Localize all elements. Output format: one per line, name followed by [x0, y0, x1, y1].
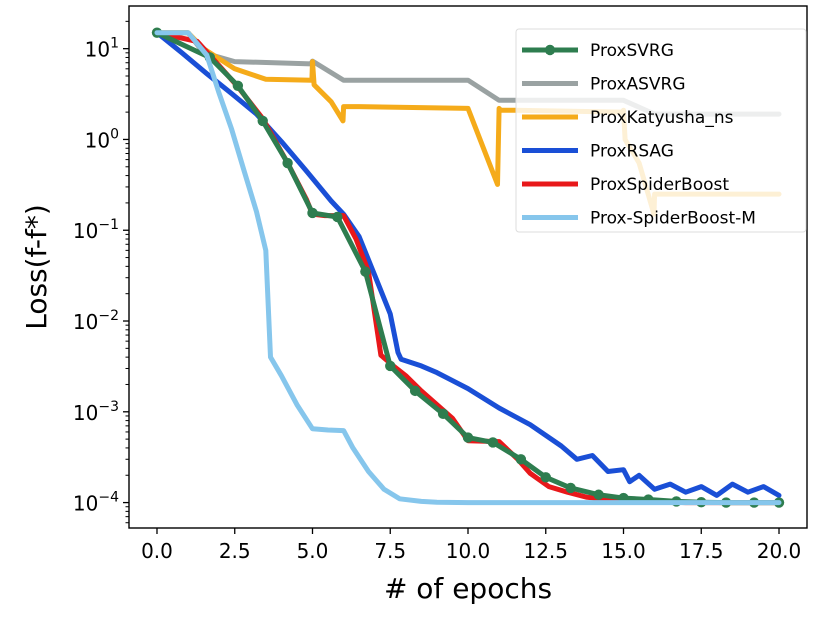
x-tick-label: 2.5	[219, 539, 251, 563]
data-point-proxsvrg	[515, 454, 527, 465]
data-point-proxsvrg	[257, 115, 268, 127]
data-point-proxsvrg	[565, 482, 576, 494]
data-point-proxsvrg	[385, 360, 396, 372]
data-point-proxsvrg	[232, 80, 244, 91]
y-tick-label: 10−4	[73, 490, 119, 516]
legend-label-prox-spiderboost-m: Prox-SpiderBoost-M	[590, 209, 756, 229]
x-tick-label: 17.5	[679, 539, 724, 563]
series-line-prox-spiderboost-m	[154, 30, 782, 506]
x-tick-label: 0.0	[141, 539, 173, 563]
data-point-proxsvrg	[462, 432, 474, 443]
legend-box	[515, 28, 807, 233]
data-point-proxsvrg	[409, 385, 421, 397]
data-point-proxsvrg	[437, 408, 449, 420]
legend-label-proxspiderboost: ProxSpiderBoost	[590, 175, 729, 195]
y-tick-label: 10−3	[73, 399, 119, 425]
legend-label-proxrsag: ProxRSAG	[590, 142, 674, 162]
x-axis: 0.0 2.5 5.0 7.5 10.0 12.5 15.0 17.5 20.0	[141, 528, 801, 563]
x-axis-title: # of epochs	[384, 572, 552, 605]
legend-marker-proxsvrg	[544, 44, 556, 56]
y-axis: 101 100 10−1 10−2 10−3 10−4	[73, 20, 129, 524]
x-tick-label: 5.0	[297, 539, 329, 563]
data-point-proxsvrg	[540, 472, 551, 483]
data-point-proxsvrg	[307, 207, 318, 219]
legend-label-proxkatyusha-ns: ProxKatyusha_ns	[590, 108, 734, 128]
y-tick-label: 10−1	[73, 217, 119, 243]
legend: ProxSVRG ProxASVRG ProxKatyusha_ns ProxRSAG…	[515, 28, 807, 233]
x-tick-label: 12.5	[523, 539, 568, 563]
legend-label-proxsvrg: ProxSVRG	[590, 41, 674, 61]
series-layer	[151, 27, 785, 508]
y-axis-title: Loss(f-f*)	[20, 204, 53, 330]
x-tick-label: 20.0	[757, 539, 802, 563]
data-point-proxsvrg	[487, 437, 499, 448]
legend-label-proxasvrg: ProxASVRG	[590, 75, 686, 95]
data-point-proxsvrg	[593, 489, 604, 500]
x-tick-label: 10.0	[446, 539, 491, 563]
x-tick-label: 7.5	[374, 539, 406, 563]
data-point-proxsvrg	[360, 266, 371, 277]
data-point-proxsvrg	[282, 157, 293, 169]
y-tick-label: 10−2	[73, 308, 119, 334]
x-tick-label: 15.0	[601, 539, 646, 563]
y-tick-label: 100	[85, 126, 119, 152]
series-line-proxrsag	[154, 30, 782, 498]
y-tick-label: 101	[85, 36, 119, 62]
data-point-proxsvrg	[332, 211, 343, 223]
